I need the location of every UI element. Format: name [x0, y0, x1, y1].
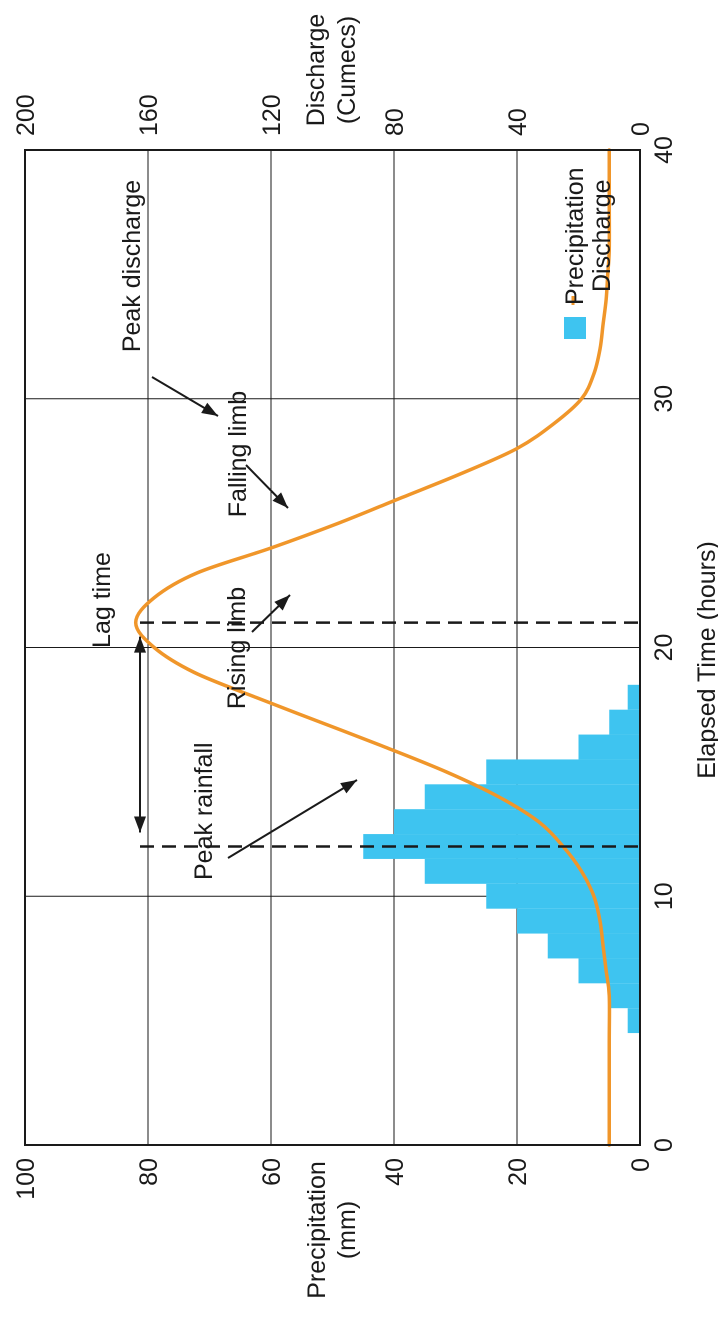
lag-time-annotation: Lag time [88, 552, 116, 648]
precipitation-bar [486, 883, 640, 909]
peak-discharge-annotation: Peak discharge [118, 180, 146, 352]
y-left-tick-label: 40 [381, 1158, 409, 1186]
x-tick-label: 20 [650, 634, 678, 662]
x-tick-label: 30 [650, 385, 678, 413]
peak-rainfall-annotation: Peak rainfall [190, 742, 218, 880]
y-right-axis-label-line2: (Cumecs) [333, 16, 361, 124]
peak-rainfall-arrow [227, 779, 358, 859]
y-right-tick-label: 160 [135, 94, 163, 136]
rising-limb-annotation: Rising limb [223, 587, 251, 709]
precipitation-bar [486, 759, 640, 785]
rising-limb-arrow [251, 594, 291, 633]
precipitation-bar [627, 684, 640, 710]
precipitation-bar [547, 933, 640, 959]
x-tick-label: 40 [650, 136, 678, 164]
precipitation-bar [627, 1008, 640, 1034]
precipitation-bar [424, 858, 640, 884]
precipitation-bar [609, 709, 640, 735]
y-right-axis-label-line1: Discharge [302, 14, 330, 127]
y-left-tick-label: 100 [12, 1158, 40, 1200]
y-left-tick-label: 60 [258, 1158, 286, 1186]
x-tick-label: 10 [650, 882, 678, 910]
y-left-tick-label: 80 [135, 1158, 163, 1186]
precipitation-bar [609, 983, 640, 1009]
precipitation-bars [363, 684, 640, 1034]
y-left-axis-label-line1: Precipitation [303, 1161, 331, 1299]
peak-discharge-arrow [151, 376, 219, 417]
annotations: Peak rainfall Peak discharge Lag time Ri… [88, 180, 358, 880]
y-right-tick-label: 40 [504, 108, 532, 136]
legend: Precipitation Discharge [561, 167, 616, 339]
falling-limb-annotation: Falling limb [224, 391, 252, 517]
discharge-line [133, 148, 612, 1147]
precipitation-bar [394, 809, 640, 835]
precipitation-bar [578, 734, 640, 760]
y-right-tick-label: 80 [381, 108, 409, 136]
y-right-tick-label: 120 [258, 94, 286, 136]
falling-limb-arrow [245, 464, 289, 509]
precipitation-bar [424, 784, 640, 810]
x-tick-label: 0 [650, 1138, 678, 1152]
legend-discharge-label: Discharge [588, 179, 616, 292]
y-right-tick-label: 0 [627, 122, 655, 136]
plot-frame [24, 149, 641, 1146]
y-left-tick-label: 20 [504, 1158, 532, 1186]
precipitation-bar [578, 958, 640, 984]
y-left-tick-label: 0 [627, 1158, 655, 1172]
marker-lines [140, 621, 640, 848]
y-right-tick-label: 200 [12, 94, 40, 136]
y-left-axis-label-line2: (mm) [333, 1201, 361, 1259]
legend-precipitation-label: Precipitation [561, 167, 589, 305]
precipitation-bar [517, 908, 640, 934]
lag-time-arrow [134, 636, 146, 833]
x-axis-label: Elapsed Time (hours) [693, 541, 718, 779]
legend-precipitation-swatch [564, 317, 586, 339]
